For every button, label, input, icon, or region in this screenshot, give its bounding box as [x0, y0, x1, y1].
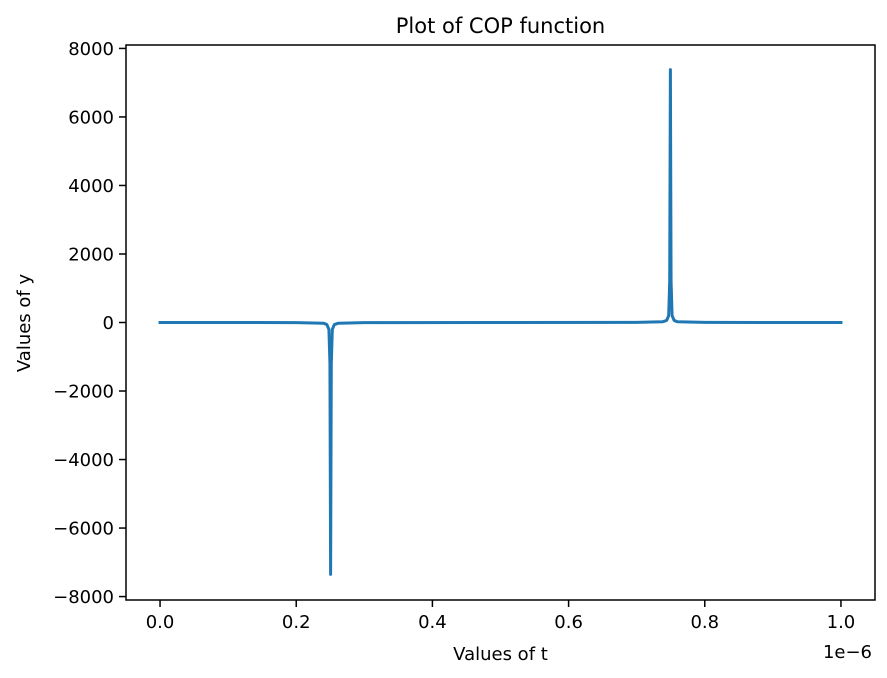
y-tick-label: 8000 — [68, 39, 114, 60]
x-axis-label: Values of t — [453, 644, 548, 665]
y-tick-label: −2000 — [53, 382, 114, 403]
x-tick-label: 0.8 — [690, 612, 719, 633]
x-tick-label: 0.2 — [282, 612, 311, 633]
y-tick-label: 0 — [103, 313, 114, 334]
plot-area — [125, 44, 876, 601]
y-tick-label: 4000 — [68, 176, 114, 197]
x-tick-label: 0.4 — [418, 612, 447, 633]
x-tick-label: 1.0 — [827, 612, 856, 633]
x-axis: 0.0 0.2 0.4 0.6 0.8 1.0 — [146, 600, 856, 633]
x-axis-offset-label: 1e−6 — [823, 642, 872, 663]
y-axis: 8000 6000 4000 2000 0 −2000 −4000 −6000 −8000 — [53, 39, 126, 608]
y-tick-label: −6000 — [53, 519, 114, 540]
y-tick-label: 6000 — [68, 107, 114, 128]
chart-title: Plot of COP function — [396, 14, 606, 38]
series-line — [158, 68, 843, 576]
x-tick-label: 0.6 — [554, 612, 583, 633]
y-tick-label: 2000 — [68, 244, 114, 265]
y-tick-label: −4000 — [53, 450, 114, 471]
y-tick-label: −8000 — [53, 587, 114, 608]
x-tick-label: 0.0 — [146, 612, 175, 633]
y-axis-label: Values of y — [14, 274, 35, 373]
